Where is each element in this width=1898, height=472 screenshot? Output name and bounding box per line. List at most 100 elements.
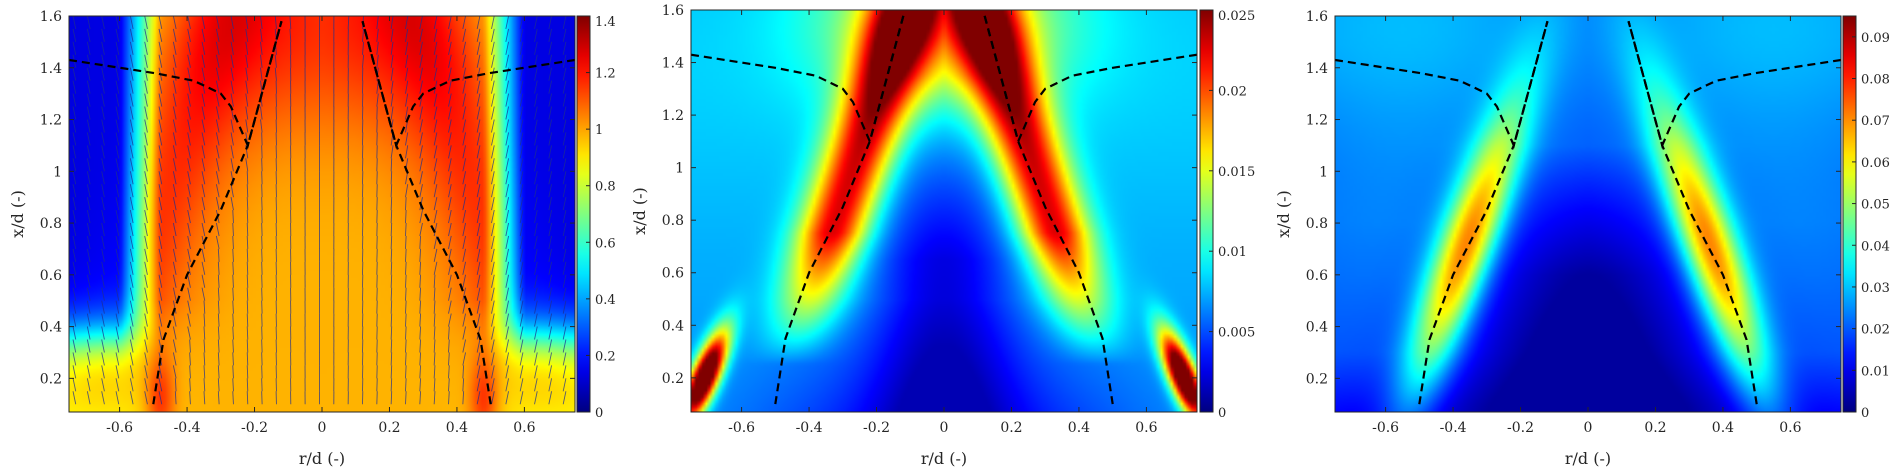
velocity-vector [172,365,177,379]
velocity-vector [86,184,91,198]
velocity-vector [260,16,263,29]
velocity-vector [562,145,567,159]
velocity-vector [232,274,234,288]
velocity-vector [72,235,77,250]
velocity-vector [405,352,407,366]
velocity-vector [158,274,163,288]
velocity-vector [158,378,163,392]
velocity-vector [462,391,465,405]
velocity-vector [144,80,148,94]
velocity-vector [476,184,481,198]
velocity-vector [562,222,567,237]
velocity-vector [534,171,538,185]
velocity-vector [390,16,394,30]
velocity-vector [405,313,407,327]
colorbar-tick-label: 1.2 [595,67,616,82]
velocity-vector [158,80,163,94]
velocity-vector [158,313,163,327]
velocity-vector [462,261,467,275]
velocity-vector [390,391,393,405]
velocity-vector [203,378,206,392]
velocity-vector [433,222,438,237]
velocity-vector [419,391,422,405]
velocity-vector [172,339,177,353]
colorbar-tick-label: 0.01 [1861,364,1890,379]
velocity-vector [405,54,409,68]
velocity-vector [476,235,481,250]
velocity-vector [462,209,467,224]
velocity-vector [217,391,220,405]
velocity-vector [115,313,120,327]
velocity-vector [232,287,234,301]
velocity-vector [129,106,134,120]
velocity-vector [462,339,467,353]
velocity-vector [158,171,163,185]
velocity-vector [129,184,134,198]
velocity-vector [476,145,481,159]
velocity-vector [158,235,163,250]
velocity-vector [505,145,510,159]
velocity-vector [101,287,105,301]
velocity-vector [115,93,120,107]
velocity-vector [505,365,510,379]
velocity-vector [187,93,191,107]
velocity-vector [562,274,567,288]
colorbar-tick-label: 0.06 [1861,156,1890,171]
velocity-vector [217,352,220,366]
velocity-vector [491,67,495,81]
velocity-vector [448,209,452,224]
velocity-vector [462,41,467,55]
velocity-vector [129,378,134,392]
velocity-vector [491,365,495,379]
velocity-vector [144,326,148,340]
velocity-vector [405,300,407,314]
colorbar-tick-label: 1.4 [595,15,616,30]
velocity-vector [519,171,524,185]
velocity-vector [491,235,495,250]
velocity-vector [144,300,148,314]
velocity-vector [534,209,538,224]
velocity-vector [419,132,423,146]
velocity-vector [448,119,452,133]
velocity-vector [505,106,510,120]
velocity-vector [144,28,148,42]
velocity-vector [548,235,553,250]
velocity-vector [246,378,249,392]
dashed-line-3 [774,15,905,405]
velocity-vector [260,28,263,42]
velocity-vector [232,391,234,405]
velocity-vector [390,326,393,340]
velocity-vector [491,391,495,405]
velocity-vector [101,158,105,172]
velocity-vector [505,209,510,224]
velocity-vector [232,339,234,353]
x-tick-label: 0.6 [1779,420,1801,436]
y-tick-label: 0.4 [662,318,684,334]
velocity-vector [245,54,249,68]
dashed-line-3 [1418,20,1549,405]
velocity-vector [72,67,77,81]
y-tick-label: 1.4 [662,56,684,72]
velocity-vector [534,326,538,340]
velocity-vector [476,365,481,379]
velocity-vector [172,261,177,275]
velocity-vector [519,326,524,340]
velocity-vector [390,210,393,224]
velocity-vector [419,365,422,379]
panel-2: -0.6 -0.4 -0.2 0 0.2 0.4 0.6 0.2 0.4 0.6 0.8 1 1.2 1.… [630,3,1255,468]
velocity-vector [129,209,134,224]
velocity-vector [419,287,422,301]
velocity-vector [201,67,206,81]
velocity-vector [115,28,120,42]
velocity-vector [505,132,510,146]
panel-1: -0.6 -0.4 -0.2 0 0.2 0.4 0.6 0.2 0.4 0.6 0.8 1 1.2 1.… [8,9,616,468]
velocity-vector [462,300,467,314]
velocity-vector [72,41,77,55]
velocity-vector [390,54,394,68]
velocity-vector [260,119,263,133]
velocity-vector [548,41,553,55]
velocity-vector [72,132,77,146]
dashed-line-2 [983,15,1197,145]
velocity-vector [129,352,134,366]
velocity-vector [217,248,220,262]
